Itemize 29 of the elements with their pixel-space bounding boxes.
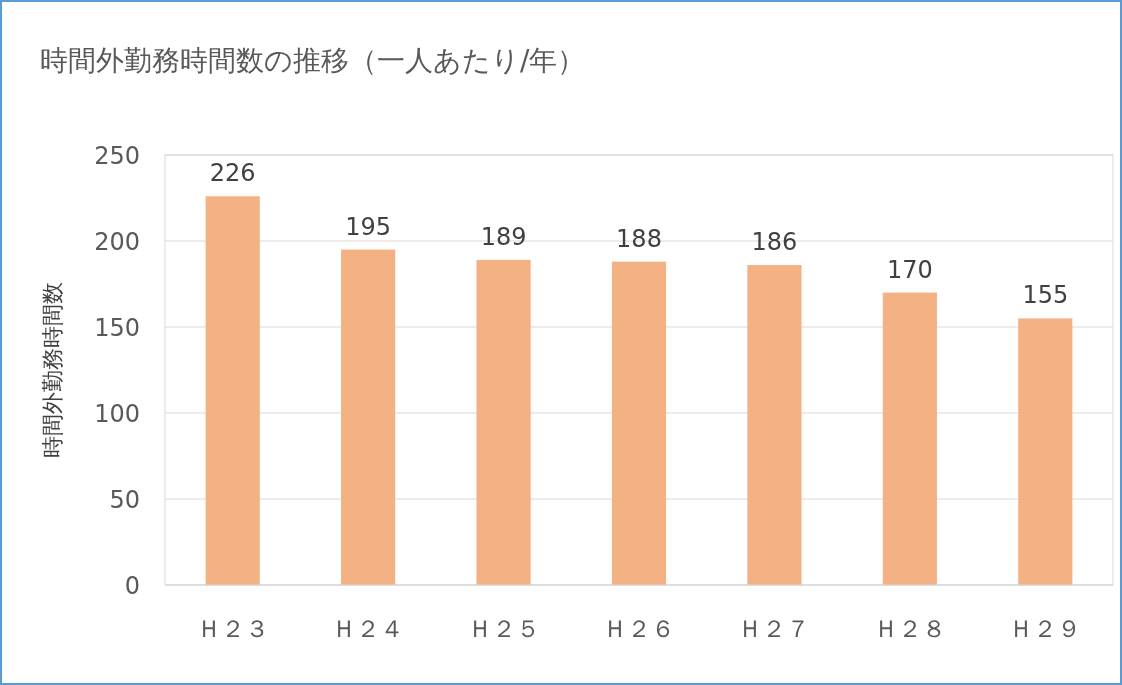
x-tick-label: Ｈ２５ (467, 615, 540, 643)
bar (205, 196, 260, 585)
bar (1018, 318, 1073, 585)
data-label: 188 (616, 224, 662, 253)
chart-title: 時間外勤務時間数の推移（一人あたり/年） (40, 44, 586, 77)
y-tick-label: 50 (109, 486, 140, 514)
data-label: 226 (209, 159, 256, 188)
y-tick-label: 150 (94, 314, 140, 342)
bar (341, 249, 396, 585)
bar (882, 292, 937, 585)
data-label: 155 (1022, 281, 1069, 310)
x-tick-label: Ｈ２９ (1009, 615, 1082, 643)
x-tick-label: Ｈ２７ (738, 615, 811, 643)
y-tick-label: 200 (94, 228, 140, 256)
data-label: 170 (886, 255, 933, 284)
bar (611, 261, 667, 585)
x-tick-label: Ｈ２８ (873, 615, 946, 643)
bar (476, 259, 531, 585)
data-label: 189 (480, 222, 527, 251)
y-axis-title: 時間外勤務時間数 (40, 282, 65, 458)
y-tick-label: 0 (124, 572, 140, 600)
x-tick-label: Ｈ２４ (332, 615, 405, 643)
y-tick-label: 250 (94, 142, 140, 170)
y-tick-label: 100 (94, 400, 140, 428)
x-tick-label: Ｈ２６ (603, 615, 675, 643)
data-label: 195 (345, 212, 392, 241)
x-tick-label: Ｈ２３ (196, 615, 269, 643)
bar (747, 265, 802, 585)
data-label: 186 (751, 228, 798, 257)
